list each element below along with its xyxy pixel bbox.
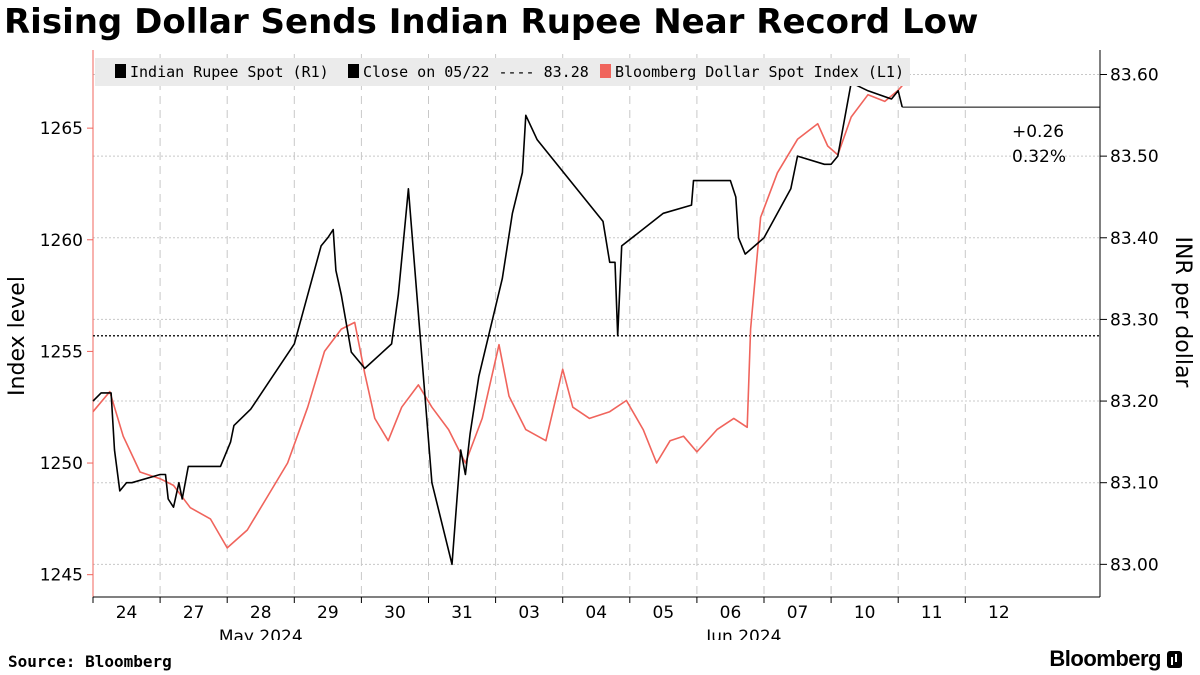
x-month-label: May 2024 (219, 627, 303, 640)
x-tick-label: 12 (988, 603, 1010, 623)
x-tick-label: 04 (585, 603, 607, 623)
y-tick-label-left: 1245 (40, 566, 83, 586)
y-tick-label-left: 1255 (40, 342, 83, 362)
y-axis-label-left: Index level (5, 276, 30, 396)
y-tick-label-left: 1265 (40, 119, 83, 139)
chart-title: Rising Dollar Sends Indian Rupee Near Re… (4, 2, 979, 42)
y-tick-label-right: 83.20 (1110, 392, 1159, 412)
x-tick-label: 29 (317, 603, 339, 623)
legend-label-rupee: Indian Rupee Spot (R1) (130, 63, 329, 81)
legend: Indian Rupee Spot (R1) Close on 05/22 --… (95, 58, 910, 86)
legend-swatch-dxy (600, 64, 611, 78)
legend-swatch-rupee (115, 64, 126, 78)
series-line-dollar-index (92, 85, 903, 549)
legend-label-dxy: Bloomberg Dollar Spot Index (L1) (615, 63, 904, 81)
bloomberg-terminal-icon (1167, 650, 1182, 668)
legend-swatch-close (348, 64, 359, 78)
chart-area: 83.00 83.10 83.20 83.30 83.40 83.50 83.60 1245 1… (5, 50, 1195, 640)
x-tick-label: 11 (921, 603, 943, 623)
annotation-change-pct: 0.32% (1012, 147, 1066, 167)
x-tick-label: 03 (518, 603, 540, 623)
x-month-label: Jun 2024 (705, 627, 781, 640)
y-tick-label-right: 83.10 (1110, 474, 1159, 494)
annotation-change-abs: +0.26 (1012, 122, 1064, 142)
x-tick-label: 06 (720, 603, 742, 623)
x-tick-label: 07 (787, 603, 809, 623)
y-tick-label-right: 83.60 (1110, 65, 1159, 85)
x-tick-label: 05 (653, 603, 675, 623)
y-tick-label-right: 83.50 (1110, 147, 1159, 167)
x-tick-label: 31 (451, 603, 473, 623)
axes: 83.00 83.10 83.20 83.30 83.40 83.50 83.60 1245 1… (40, 50, 1159, 640)
x-tick-label: 27 (183, 603, 205, 623)
y-tick-label-left: 1250 (40, 454, 83, 474)
bloomberg-logo: Bloomberg (1049, 646, 1182, 672)
grid (93, 54, 1100, 597)
y-axis-label-right: INR per dollar (1170, 237, 1195, 389)
legend-label-close: Close on 05/22 ---- 83.28 (363, 63, 589, 81)
y-tick-label-right: 83.00 (1110, 555, 1159, 575)
series-line-rupee-spot (92, 81, 903, 566)
x-tick-label: 24 (116, 603, 138, 623)
x-tick-label: 30 (384, 603, 406, 623)
y-tick-label-right: 83.30 (1110, 310, 1159, 330)
source-note: Source: Bloomberg (8, 652, 172, 671)
y-tick-label-right: 83.40 (1110, 229, 1159, 249)
y-tick-label-left: 1260 (40, 231, 83, 251)
x-tick-label: 10 (854, 603, 876, 623)
x-tick-label: 28 (250, 603, 272, 623)
